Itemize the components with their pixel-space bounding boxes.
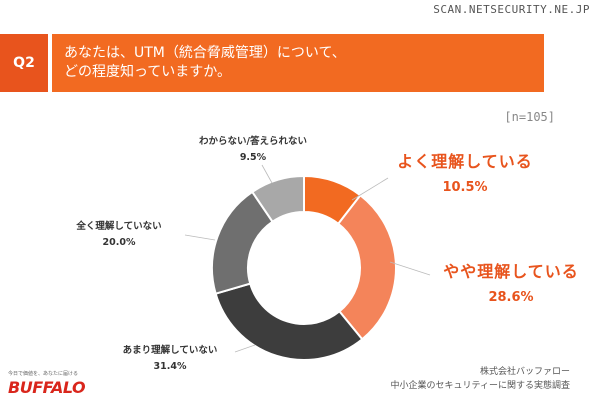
slice-not-much: [214, 282, 364, 361]
label-not-at-all-title: 全く理解していない: [76, 221, 162, 232]
label-not-much-value: 31.4%: [153, 361, 187, 372]
label-dont-know: わからない/答えられない 9.5%: [178, 133, 328, 163]
label-somewhat-understood-title: やや理解している: [443, 262, 579, 281]
leader-dont-know: [261, 164, 273, 184]
source-company: 株式会社バッファロー: [479, 367, 570, 377]
label-dont-know-value: 9.5%: [239, 152, 267, 163]
slice-dont-know: [250, 174, 305, 224]
label-well-understood-title: よく理解している: [397, 152, 533, 171]
label-well-understood: よく理解している 10.5%: [390, 148, 540, 195]
label-well-understood-value: 10.5%: [442, 180, 488, 195]
label-somewhat-understood: やや理解している 28.6%: [426, 258, 596, 305]
label-somewhat-understood-value: 28.6%: [488, 290, 534, 305]
question-header: Q2 あなたは、UTM（統合脅威管理）について、 どの程度知っていますか。: [0, 34, 600, 92]
leader-well-understood: [351, 177, 389, 201]
label-not-at-all-value: 20.0%: [102, 237, 136, 248]
leader-not-at-all: [184, 234, 216, 241]
sample-size: [n=105]: [504, 110, 555, 124]
slice-somewhat-understood: [336, 193, 397, 341]
source-survey: 中小企業のセキュリティーに関する実態調査: [390, 381, 570, 391]
label-not-much: あまり理解していない 31.4%: [100, 342, 240, 372]
label-not-much-title: あまり理解していない: [122, 345, 218, 356]
buffalo-logo: BUFFALO: [8, 378, 86, 397]
logo-tagline: 今日で価値を、あなたに届ける: [8, 371, 79, 377]
question-number: Q2: [0, 34, 48, 92]
watermark: SCAN.NETSECURITY.NE.JP: [433, 3, 590, 16]
label-not-at-all: 全く理解していない 20.0%: [54, 218, 184, 248]
leader-somewhat-understood: [389, 261, 431, 276]
source-note: 株式会社バッファロー 中小企業のセキュリティーに関する実態調査: [391, 365, 570, 393]
leader-not-much: [234, 344, 256, 353]
question-bar: [52, 34, 544, 92]
question-text: あなたは、UTM（統合脅威管理）について、 どの程度知っていますか。: [64, 45, 346, 80]
label-dont-know-title: わからない/答えられない: [199, 136, 307, 147]
